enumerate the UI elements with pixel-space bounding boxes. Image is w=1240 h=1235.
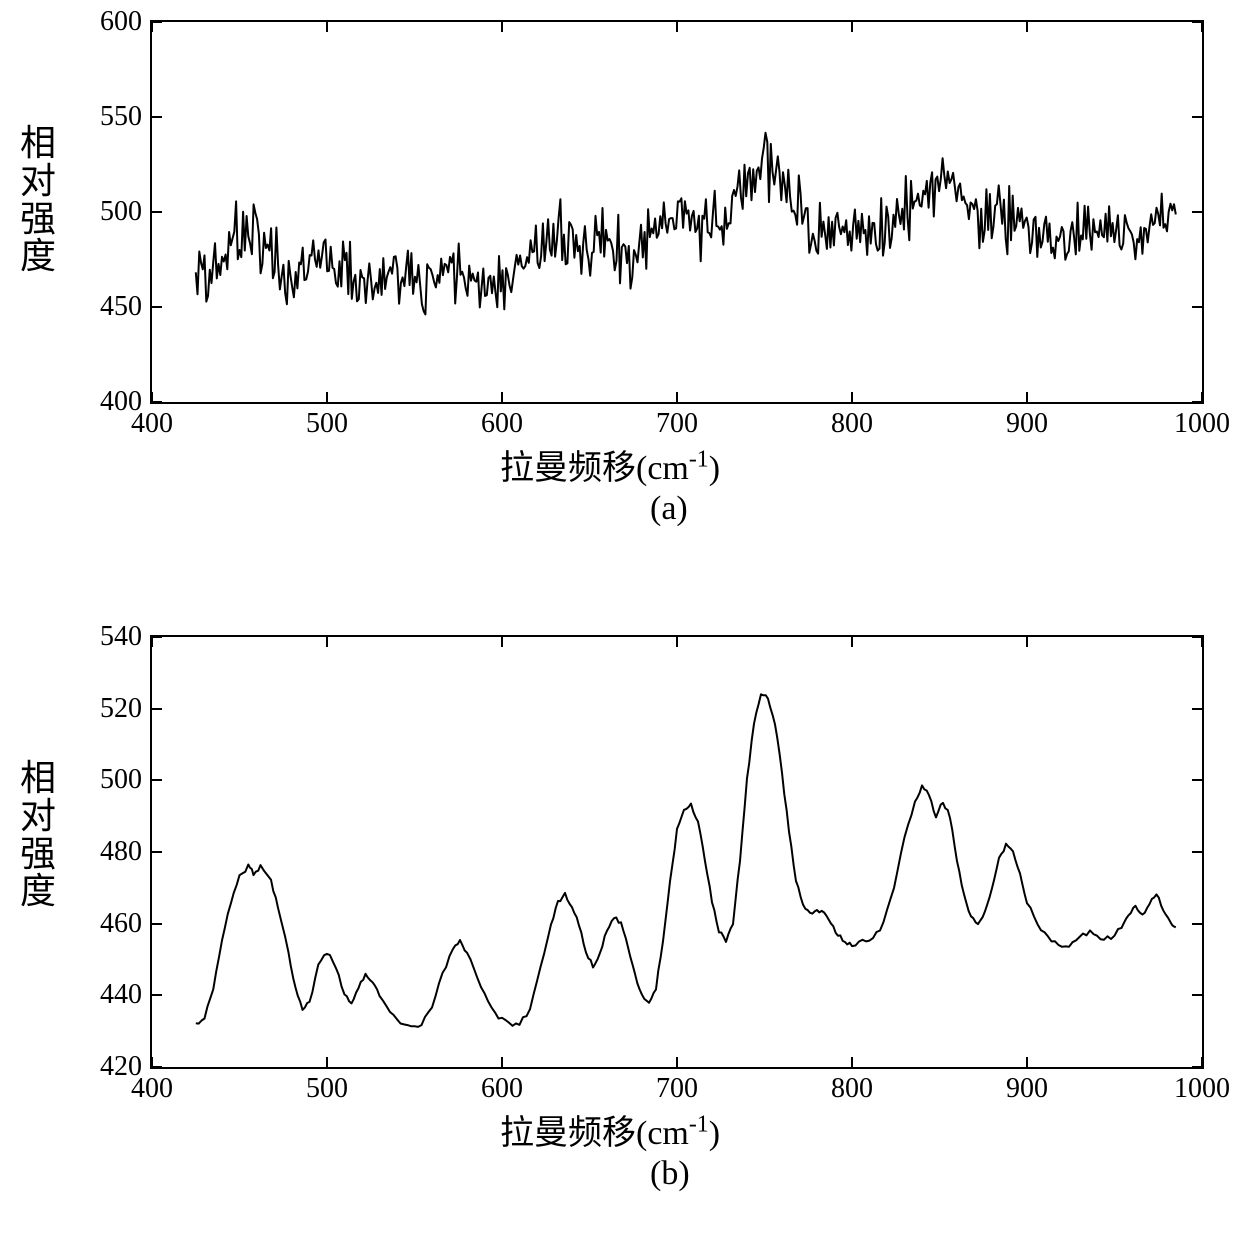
panel-b-xlabel: 拉曼频移(cm-1) (500, 1105, 720, 1154)
panel-a-plot-area: 4005006007008009001000400450500550600 (150, 20, 1204, 404)
xtick-label: 1000 (1174, 1073, 1230, 1105)
ytick-label: 480 (100, 836, 142, 868)
panel-b-caption: (b) (650, 1155, 690, 1193)
panel-b-ylabel: 相对强度 (18, 760, 58, 911)
xtick-label: 600 (481, 1073, 523, 1105)
ytick-label: 400 (100, 386, 142, 418)
figure: 相对强度 40050060070080090010004004505005506… (0, 0, 1240, 1235)
xtick-label: 700 (656, 1073, 698, 1105)
xtick-label: 900 (1006, 1073, 1048, 1105)
ytick-label: 460 (100, 908, 142, 940)
panel-b: 相对强度 40050060070080090010004204404604805… (0, 615, 1240, 1235)
ytick-label: 500 (100, 196, 142, 228)
ytick-label: 420 (100, 1051, 142, 1083)
xtick-label: 800 (831, 408, 873, 440)
ytick-label: 540 (100, 621, 142, 653)
panel-b-line (152, 637, 1202, 1067)
xtick-label: 900 (1006, 408, 1048, 440)
panel-a-ylabel: 相对强度 (18, 125, 58, 276)
xtick-label: 500 (306, 408, 348, 440)
ytick-label: 600 (100, 6, 142, 38)
panel-a-caption: (a) (650, 490, 688, 528)
ytick-label: 440 (100, 979, 142, 1011)
xtick-label: 800 (831, 1073, 873, 1105)
panel-b-plot-area: 4005006007008009001000420440460480500520… (150, 635, 1204, 1069)
ytick-label: 520 (100, 693, 142, 725)
panel-a-xlabel: 拉曼频移(cm-1) (500, 440, 720, 489)
xtick-label: 700 (656, 408, 698, 440)
ytick-label: 550 (100, 101, 142, 133)
xtick-label: 1000 (1174, 408, 1230, 440)
xtick-label: 500 (306, 1073, 348, 1105)
xtick-label: 600 (481, 408, 523, 440)
ytick-label: 500 (100, 764, 142, 796)
panel-a-line (152, 22, 1202, 402)
ytick-label: 450 (100, 291, 142, 323)
panel-a: 相对强度 40050060070080090010004004505005506… (0, 0, 1240, 560)
